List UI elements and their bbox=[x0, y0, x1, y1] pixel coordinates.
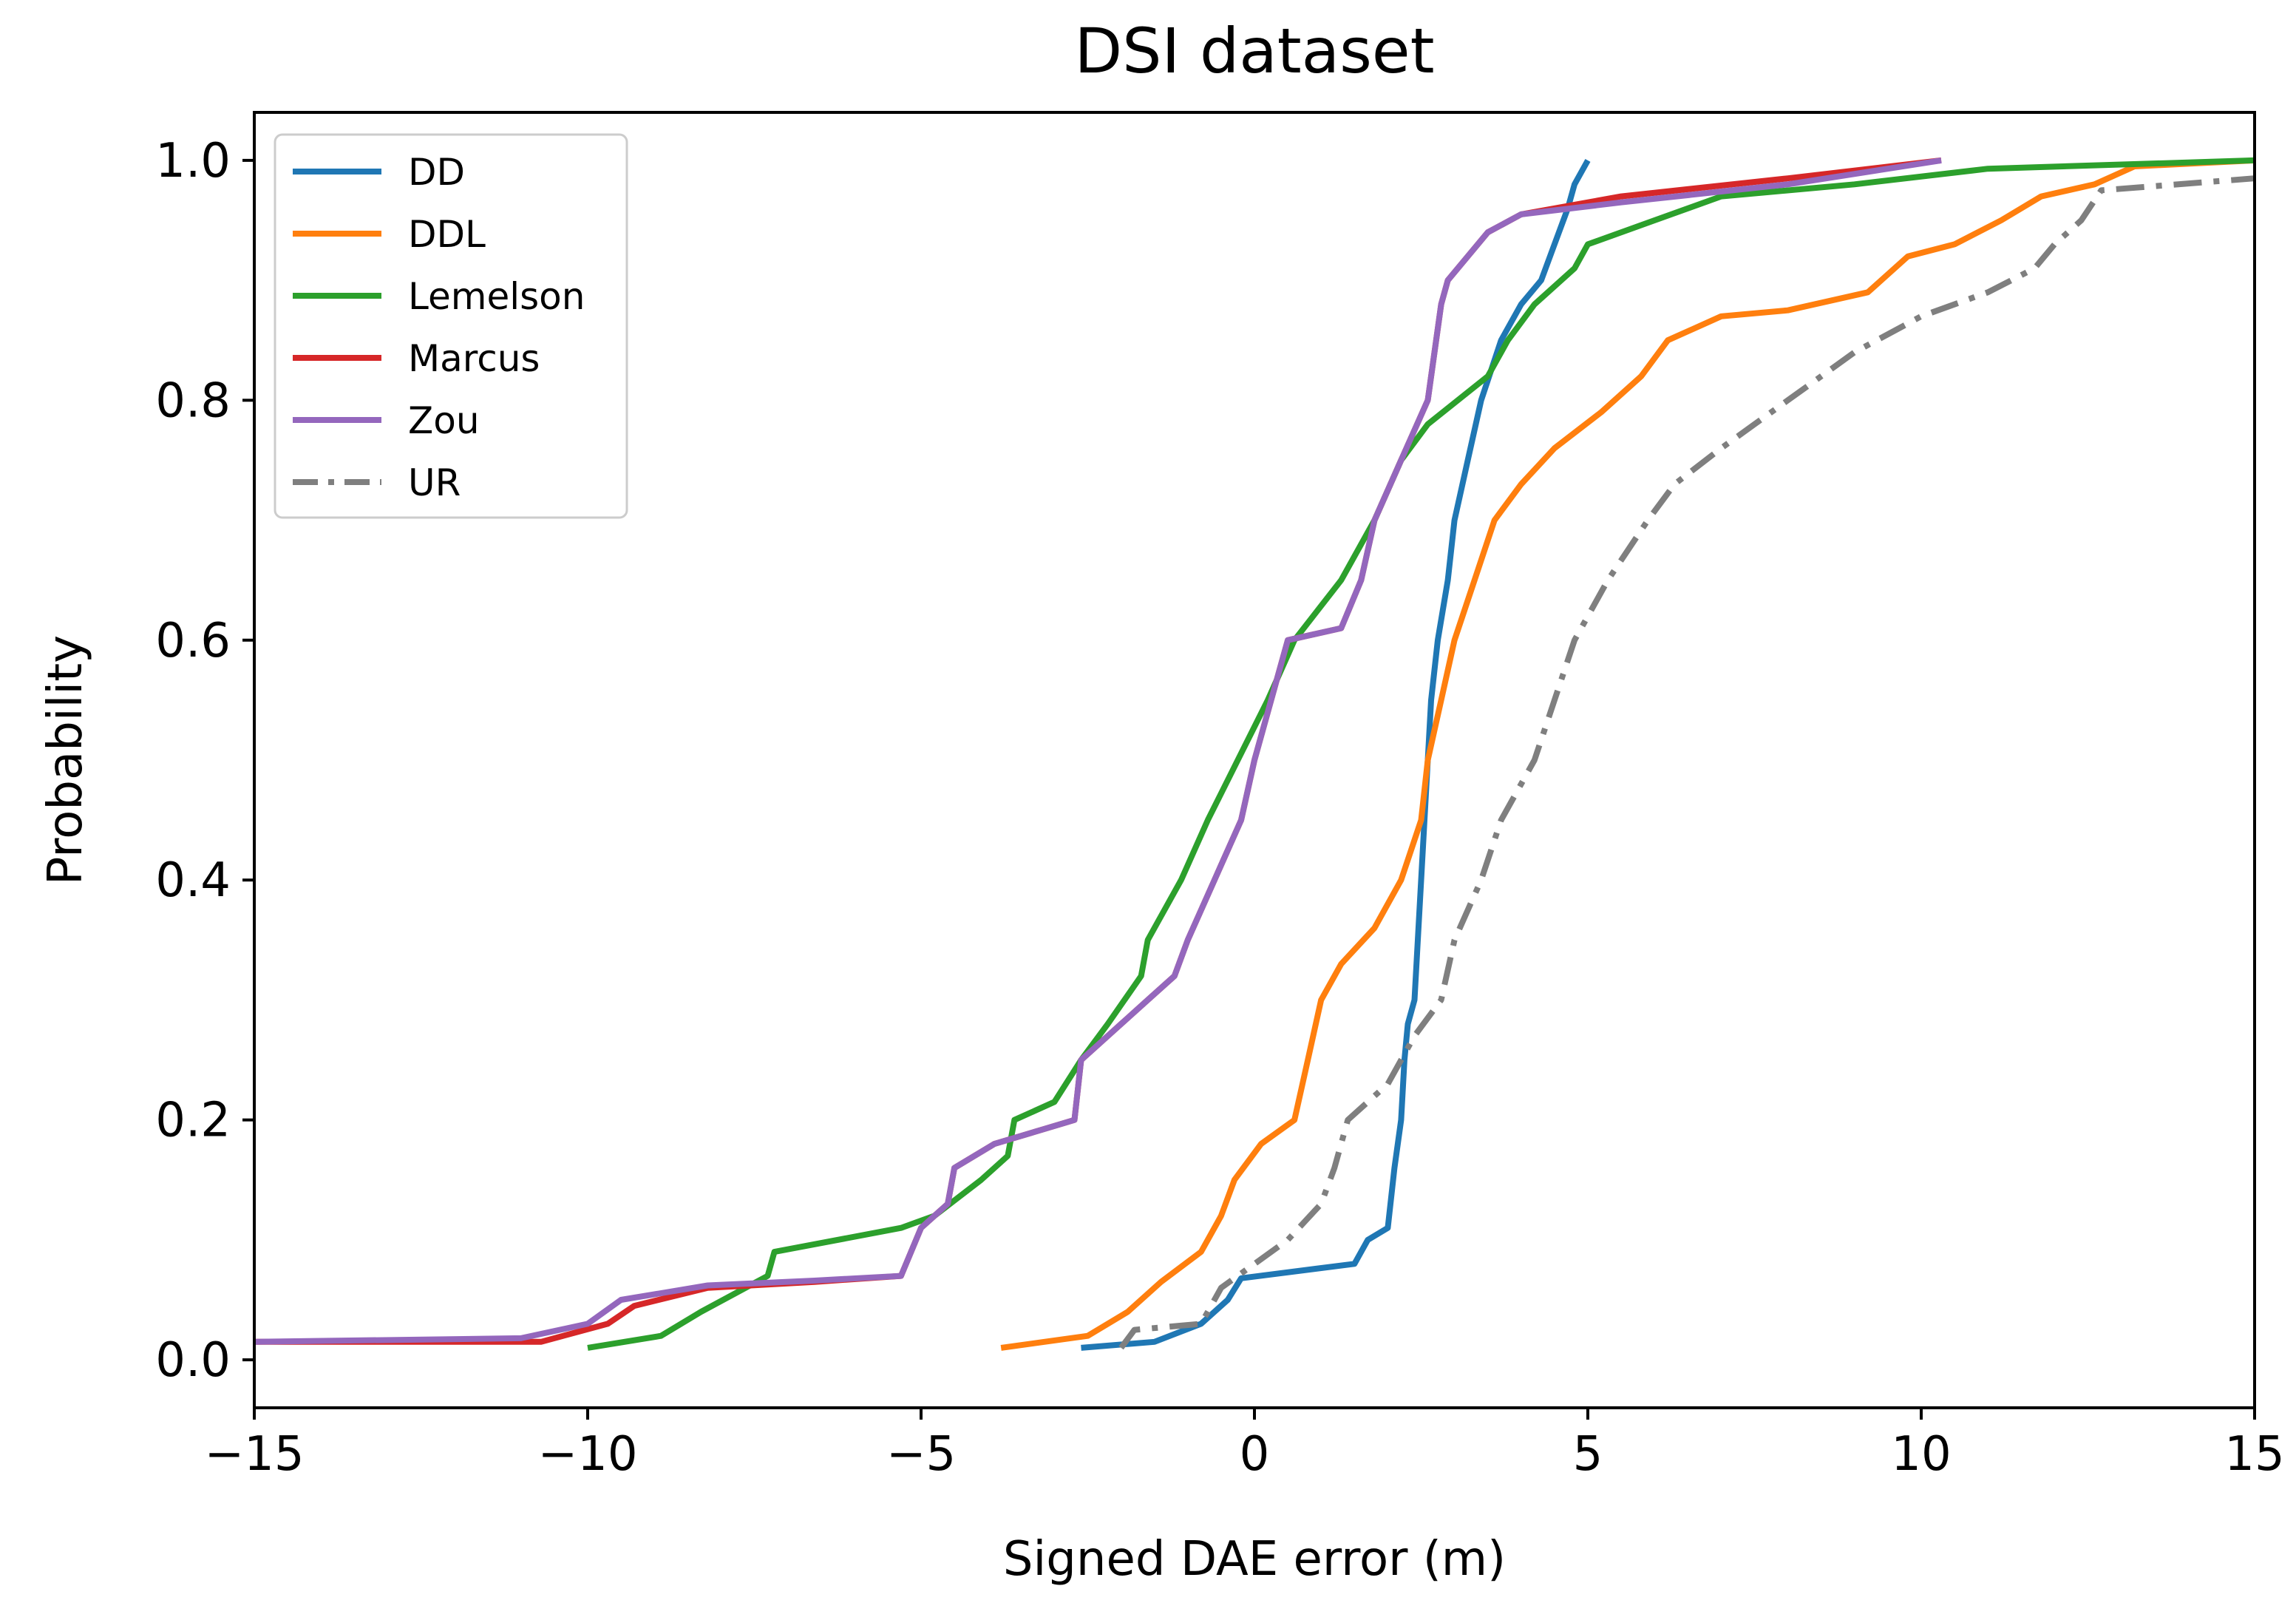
y-tick-label: 0.0 bbox=[155, 1333, 231, 1388]
legend: DD DDL Lemelson Marcus Zou UR bbox=[274, 133, 628, 519]
chart-title: DSI dataset bbox=[1074, 15, 1434, 87]
legend-label-ddl: DDL bbox=[408, 213, 486, 256]
legend-label-ur: UR bbox=[408, 461, 461, 504]
y-axis-label: Probability bbox=[38, 635, 93, 885]
legend-label-zou: Zou bbox=[408, 399, 480, 442]
series-line-lemelson bbox=[587, 157, 2255, 1351]
series-layer bbox=[254, 157, 2255, 1351]
y-tick-label: 0.8 bbox=[155, 373, 231, 428]
series-line-dd bbox=[1081, 158, 1591, 1351]
x-tick-label: 10 bbox=[1891, 1427, 1951, 1482]
y-tick-label: 0.4 bbox=[155, 853, 231, 908]
x-axis-label: Signed DAE error (m) bbox=[1003, 1532, 1506, 1587]
x-tick-label: −10 bbox=[537, 1427, 637, 1482]
x-tick-label: −5 bbox=[886, 1427, 956, 1482]
y-tick-label: 1.0 bbox=[155, 134, 231, 189]
y-tick-label: 0.6 bbox=[155, 614, 231, 668]
y-axis: 0.0 0.2 0.4 0.6 0.8 1.0 bbox=[155, 134, 254, 1388]
x-axis: −15 −10 −5 0 5 10 15 bbox=[204, 1408, 2285, 1482]
x-tick-label: 5 bbox=[1573, 1427, 1603, 1482]
y-tick-label: 0.2 bbox=[155, 1094, 231, 1148]
x-tick-label: 0 bbox=[1240, 1427, 1270, 1482]
series-line-zou bbox=[254, 157, 1942, 1345]
series-line-ddl bbox=[1000, 157, 2255, 1351]
legend-label-lemelson: Lemelson bbox=[408, 275, 585, 318]
x-tick-label: −15 bbox=[204, 1427, 304, 1482]
legend-label-dd: DD bbox=[408, 151, 465, 194]
legend-label-marcus: Marcus bbox=[408, 337, 540, 380]
x-tick-label: 15 bbox=[2224, 1427, 2284, 1482]
